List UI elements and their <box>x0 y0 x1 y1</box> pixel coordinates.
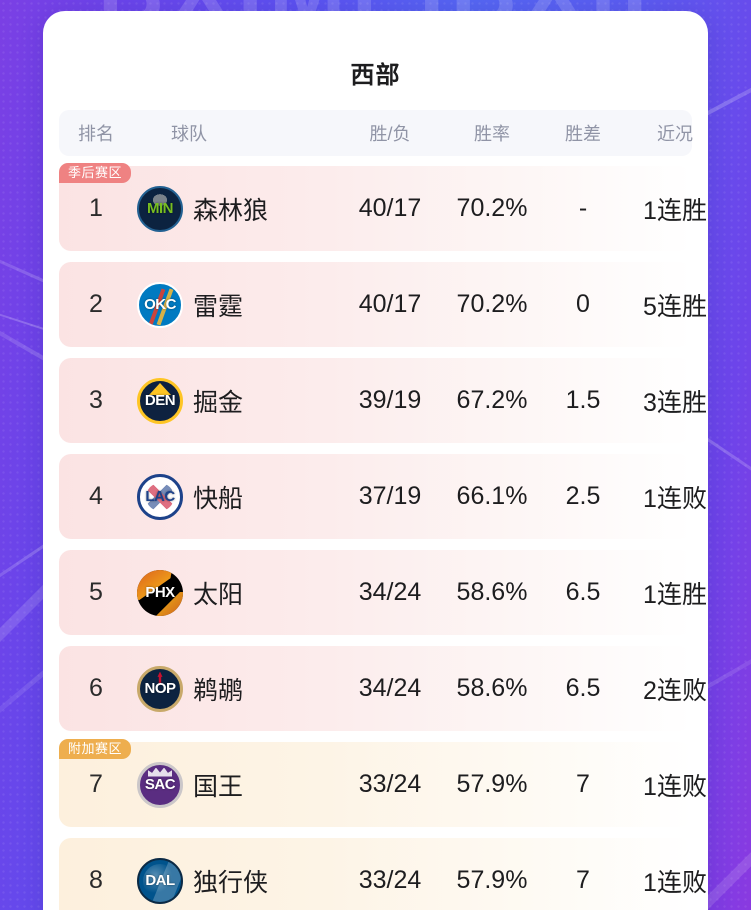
cell-recent-form: 1连胜 <box>643 196 707 225</box>
cell-games-behind: 7 <box>576 770 590 798</box>
cell-win-pct: 58.6% <box>456 578 528 606</box>
team-name: 快船 <box>193 484 244 513</box>
cell-win-loss: 40/17 <box>358 194 422 222</box>
team-logo-icon: DAL <box>137 857 183 904</box>
cell-team[interactable]: OKC 雷霆 <box>133 281 338 328</box>
team-logo-icon: NOP <box>137 665 183 712</box>
cell-team[interactable]: DEN 掘金 <box>133 377 338 424</box>
cell-win-pct: 58.6% <box>456 674 528 702</box>
cell-recent-form: 1连胜 <box>643 580 707 609</box>
cell-win-pct: 57.9% <box>456 866 528 894</box>
zone-badge: 附加赛区 <box>59 739 132 759</box>
table-row[interactable]: 3 DEN 掘金 39/19 67.2% 1.5 3连胜 <box>59 358 707 443</box>
page-title: 西部 <box>350 62 401 89</box>
column-header-win-pct: 胜率 <box>474 124 510 144</box>
team-name: 雷霆 <box>193 292 244 321</box>
cell-games-behind: 1.5 <box>565 386 601 414</box>
team-logo-icon: SAC <box>137 761 183 808</box>
team-abbreviation: DAL <box>145 872 175 889</box>
cell-games-behind: - <box>578 194 588 222</box>
cell-win-loss: 34/24 <box>358 578 422 606</box>
table-row[interactable]: 季后赛区 1 MIN 森林狼 40/17 70.2% - 1连胜 <box>59 163 707 251</box>
column-header-win-loss: 胜/负 <box>369 124 411 144</box>
team-logo-icon: PHX <box>137 569 183 616</box>
column-header-team: 球队 <box>171 124 207 144</box>
cell-games-behind: 6.5 <box>565 674 601 702</box>
table-row[interactable]: 8 DAL 独行侠 33/24 57.9% 7 1连败 <box>59 838 707 910</box>
cell-games-behind: 6.5 <box>565 578 601 606</box>
cell-win-pct: 66.1% <box>456 482 528 510</box>
team-name: 国王 <box>193 772 244 801</box>
cell-games-behind: 2.5 <box>565 482 601 510</box>
table-row[interactable]: 2 OKC 雷霆 40/17 70.2% 0 5连胜 <box>59 262 707 347</box>
cell-win-loss: 34/24 <box>358 674 422 702</box>
team-logo-icon: MIN <box>137 185 183 232</box>
team-abbreviation: NOP <box>144 680 176 697</box>
cell-rank: 1 <box>89 194 103 222</box>
cell-rank: 8 <box>89 866 103 894</box>
cell-win-loss: 33/24 <box>358 770 422 798</box>
team-name: 独行侠 <box>193 868 269 897</box>
cell-rank: 4 <box>89 482 103 510</box>
cell-recent-form: 3连胜 <box>643 388 707 417</box>
cell-games-behind: 0 <box>576 290 590 318</box>
team-abbreviation: PHX <box>145 584 175 601</box>
cell-win-loss: 40/17 <box>358 290 422 318</box>
cell-win-loss: 37/19 <box>358 482 422 510</box>
cell-rank: 6 <box>89 674 103 702</box>
cell-win-pct: 70.2% <box>456 194 528 222</box>
cell-rank: 2 <box>89 290 103 318</box>
team-logo-icon: LAC <box>137 473 183 520</box>
cell-team[interactable]: SAC 国王 <box>133 761 338 808</box>
team-name: 鹈鹕 <box>193 676 244 705</box>
cell-recent-form: 5连胜 <box>643 292 707 321</box>
team-abbreviation: LAC <box>145 488 175 505</box>
cell-team[interactable]: NOP 鹈鹕 <box>133 665 338 712</box>
table-row[interactable]: 5 PHX 太阳 34/24 58.6% 6.5 1连胜 <box>59 550 707 635</box>
cell-win-pct: 57.9% <box>456 770 528 798</box>
cell-recent-form: 1连败 <box>643 772 707 801</box>
table-row[interactable]: 附加赛区 7 SAC 国王 33/24 57.9% 7 1连败 <box>59 739 707 827</box>
cell-win-loss: 39/19 <box>358 386 422 414</box>
table-body: 季后赛区 1 MIN 森林狼 40/17 70.2% - 1连胜 2 OKC 雷霆 40/17 70.2… <box>59 163 707 910</box>
team-abbreviation: DEN <box>144 392 176 409</box>
team-name: 掘金 <box>193 388 244 417</box>
standings-table: 排名 球队 胜/负 胜率 胜差 近况 季后赛区 1 MIN 森林狼 40/17 70.2%… <box>43 110 708 910</box>
cell-team[interactable]: DAL 独行侠 <box>133 857 338 904</box>
cell-recent-form: 2连败 <box>643 676 707 705</box>
standings-card: 西部 排名 球队 胜/负 胜率 胜差 近况 季后赛区 1 MIN 森林狼 40/17 70… <box>43 11 708 910</box>
table-row[interactable]: 4 LAC 快船 37/19 66.1% 2.5 1连败 <box>59 454 707 539</box>
column-header-recent-form: 近况 <box>657 124 693 144</box>
team-abbreviation: OKC <box>144 296 176 313</box>
team-name: 太阳 <box>193 580 244 609</box>
table-header-row: 排名 球队 胜/负 胜率 胜差 近况 <box>59 110 693 156</box>
cell-recent-form: 1连败 <box>643 484 707 513</box>
column-header-rank: 排名 <box>78 124 114 144</box>
zone-badge: 季后赛区 <box>59 163 132 183</box>
team-logo-icon: DEN <box>137 377 183 424</box>
table-row[interactable]: 6 NOP 鹈鹕 34/24 58.6% 6.5 2连败 <box>59 646 707 731</box>
cell-recent-form: 1连败 <box>643 868 707 897</box>
team-abbreviation: MIN <box>147 200 174 217</box>
cell-win-pct: 67.2% <box>456 386 528 414</box>
team-name: 森林狼 <box>193 196 269 225</box>
cell-rank: 5 <box>89 578 103 606</box>
cell-win-pct: 70.2% <box>456 290 528 318</box>
team-logo-icon: OKC <box>137 281 183 328</box>
cell-games-behind: 7 <box>576 866 590 894</box>
cell-team[interactable]: LAC 快船 <box>133 473 338 520</box>
cell-rank: 3 <box>89 386 103 414</box>
cell-win-loss: 33/24 <box>358 866 422 894</box>
column-header-games-behind: 胜差 <box>565 124 601 144</box>
cell-team[interactable]: PHX 太阳 <box>133 569 338 616</box>
team-abbreviation: SAC <box>144 776 176 793</box>
cell-team[interactable]: MIN 森林狼 <box>133 185 338 232</box>
cell-rank: 7 <box>89 770 103 798</box>
